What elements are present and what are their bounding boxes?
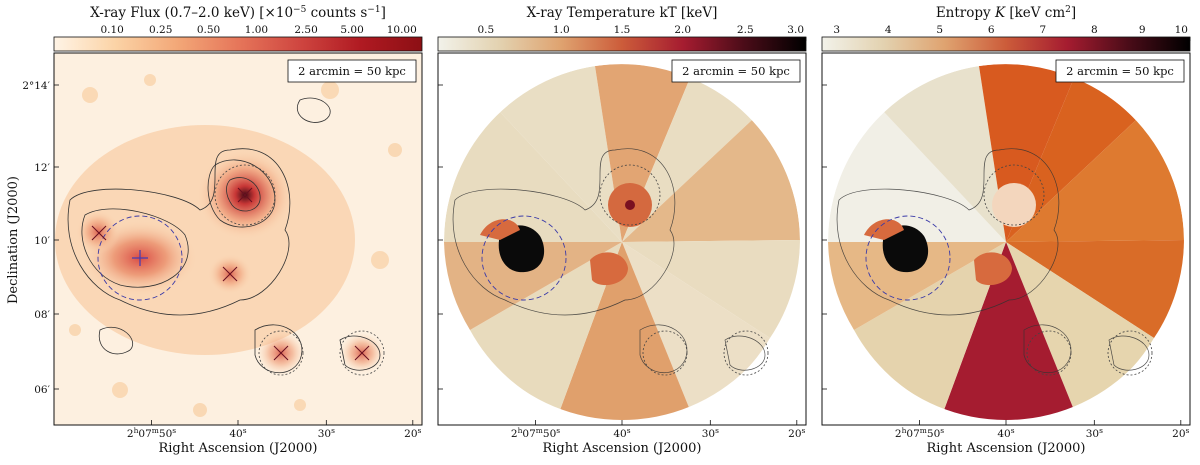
temperature-map [438, 53, 806, 425]
x-tick-label: 20s [1172, 426, 1189, 440]
panel-entropy: Entropy K [keV cm2] 3 4 5 6 7 8 9 10 [821, 5, 1191, 426]
x-axis-title-entropy: Right Ascension (J2000) [926, 441, 1085, 456]
scalebar-label-flux: 2 arcmin = 50 kpc [298, 64, 406, 78]
y-tick-label: 2°14′ [22, 80, 50, 92]
colorbar-tick-label: 10.00 [387, 24, 417, 36]
colorbar-tick-label: 0.10 [100, 24, 123, 36]
scalebar-temperature: 2 arcmin = 50 kpc [671, 59, 801, 83]
colorbar-tick-label: 5.00 [340, 24, 363, 36]
panel-temperature: X-ray Temperature kT [keV] 0.5 1.0 1.5 2.0 2… [437, 5, 807, 426]
colorbar-tick-label: 0.50 [197, 24, 220, 36]
colorbar-tick-label: 2.0 [674, 24, 691, 36]
colorbar-tick-label: 2.50 [294, 24, 317, 36]
colorbar-tick-label: 9 [1139, 24, 1146, 36]
colorbar-flux [53, 36, 423, 52]
colorbar-temperature [437, 36, 807, 52]
x-tick-label: 20s [788, 426, 805, 440]
colorbar-entropy [821, 36, 1191, 52]
x-tick-label: 2h07m50s [511, 426, 560, 440]
x-tick-label: 30s [1086, 426, 1103, 440]
x-axis-title-flux: Right Ascension (J2000) [158, 441, 317, 456]
x-tick-label: 40s [613, 426, 630, 440]
scalebar-flux: 2 arcmin = 50 kpc [287, 59, 417, 83]
colorbar-tick-label: 1.5 [614, 24, 631, 36]
x-tick-label: 30s [318, 426, 335, 440]
colorbar-tick-label: 2.5 [737, 24, 754, 36]
colorbar-tick-label: 7 [1039, 24, 1046, 36]
colorbar-ticks-temperature: 0.5 1.0 1.5 2.0 2.5 3.0 [477, 24, 807, 41]
x-axis-title-temperature: Right Ascension (J2000) [542, 441, 701, 456]
flux-image [54, 53, 422, 425]
colorbar-title-entropy: Entropy K [keV cm2] [936, 5, 1076, 21]
x-tick-label: 20s [404, 426, 421, 440]
scalebar-label-temperature: 2 arcmin = 50 kpc [682, 64, 790, 78]
y-tick-label: 12′ [34, 162, 50, 174]
y-tick-label: 06′ [34, 384, 50, 396]
colorbar-tick-label: 3.0 [787, 24, 804, 36]
colorbar-tick-label: 1.0 [553, 24, 570, 36]
colorbar-title-flux: X-ray Flux (0.7–2.0 keV) [×10−5 counts s… [90, 5, 386, 21]
y-axis-title: Declination (J2000) [6, 176, 21, 304]
colorbar-tick-label: 10 [1175, 24, 1188, 36]
x-tick-label: 40s [229, 426, 246, 440]
scalebar-entropy: 2 arcmin = 50 kpc [1055, 59, 1185, 83]
x-tick-label: 2h07m50s [127, 426, 176, 440]
colorbar-tick-label: 8 [1091, 24, 1098, 36]
y-tick-label: 10′ [34, 235, 50, 247]
colorbar-tick-label: 3 [833, 24, 840, 36]
colorbar-tick-label: 1.00 [245, 24, 268, 36]
colorbar-tick-label: 0.5 [477, 24, 494, 36]
colorbar-tick-label: 6 [988, 24, 995, 36]
x-axis-ticks: 2h07m50s 40s 30s 20s 2h07m50s 40s 30s 20s 2h07m5… [127, 420, 1190, 440]
x-tick-label: 2h07m50s [895, 426, 944, 440]
panel-xray-flux: X-ray Flux (0.7–2.0 keV) [×10−5 counts s… [53, 5, 423, 426]
colorbar-tick-label: 0.25 [149, 24, 172, 36]
y-tick-label: 08′ [34, 309, 50, 321]
colorbar-title-temperature: X-ray Temperature kT [keV] [527, 5, 718, 21]
x-tick-label: 30s [702, 426, 719, 440]
colorbar-tick-label: 4 [885, 24, 892, 36]
colorbar-ticks-entropy: 3 4 5 6 7 8 9 10 [833, 24, 1191, 41]
x-tick-label: 40s [997, 426, 1014, 440]
scalebar-label-entropy: 2 arcmin = 50 kpc [1066, 64, 1174, 78]
y-axis-ticks: 2°14′ 12′ 10′ 08′ 06′ [22, 80, 827, 396]
colorbar-tick-label: 5 [936, 24, 943, 36]
entropy-map [822, 53, 1190, 425]
